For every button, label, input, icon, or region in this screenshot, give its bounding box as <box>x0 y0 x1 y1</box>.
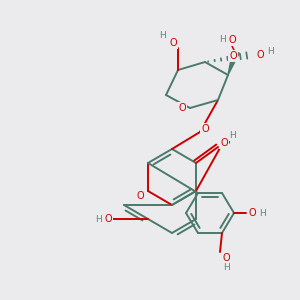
Text: O: O <box>136 191 144 201</box>
Text: H: H <box>219 35 225 44</box>
Text: O: O <box>248 208 256 218</box>
Text: H: H <box>160 32 167 40</box>
Text: O: O <box>229 51 237 61</box>
Text: O: O <box>104 214 112 224</box>
Polygon shape <box>228 51 239 75</box>
Text: O: O <box>222 137 230 147</box>
Text: O: O <box>220 138 228 148</box>
Text: O: O <box>228 35 236 45</box>
Text: O: O <box>178 103 186 113</box>
Text: O: O <box>256 50 264 60</box>
Text: H: H <box>267 47 273 56</box>
Text: H: H <box>223 263 230 272</box>
Text: H: H <box>94 214 101 224</box>
Text: H: H <box>229 131 236 140</box>
Text: O: O <box>169 38 177 48</box>
Text: O: O <box>201 124 209 134</box>
Text: O: O <box>222 253 230 263</box>
Text: H: H <box>259 208 266 217</box>
